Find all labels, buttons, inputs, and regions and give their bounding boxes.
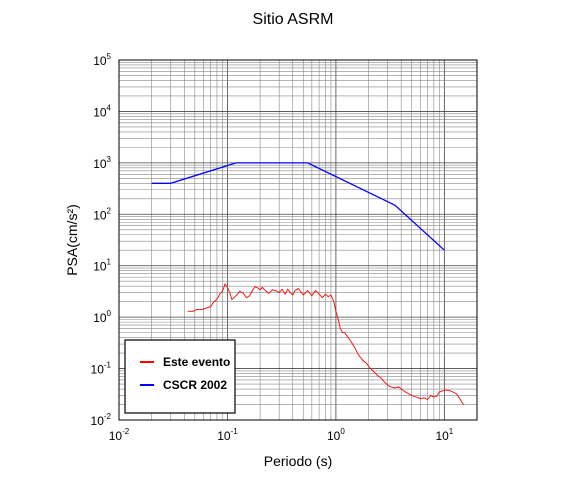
legend: Este evento CSCR 2002 bbox=[124, 339, 236, 414]
legend-box bbox=[124, 339, 236, 414]
series-line-0 bbox=[187, 283, 464, 405]
series-line-1 bbox=[151, 162, 445, 251]
x-tick-label: 100 bbox=[327, 427, 345, 443]
y-tick-label: 101 bbox=[93, 258, 111, 274]
y-tick-label: 103 bbox=[93, 155, 111, 171]
y-tick-label: 10-2 bbox=[91, 412, 112, 428]
chart-title: Sitio ASRM bbox=[253, 11, 334, 28]
legend-label-este-evento: Este evento bbox=[163, 355, 230, 369]
x-tick-label: 10-1 bbox=[217, 427, 238, 443]
legend-label-cscr-2002: CSCR 2002 bbox=[163, 378, 227, 392]
x-tick-label: 101 bbox=[435, 427, 453, 443]
x-axis-title: Periodo (s) bbox=[264, 453, 332, 469]
y-axis-title: PSA(cm/s²) bbox=[64, 204, 80, 276]
x-tick-label: 10-2 bbox=[109, 427, 130, 443]
y-tick-label: 104 bbox=[93, 103, 111, 119]
y-tick-label: 10-1 bbox=[91, 361, 112, 377]
tick-labels: 10-2 10-1 100 101 10-2 10-1 100 101 102 103 104 105 bbox=[91, 52, 454, 443]
y-tick-label: 100 bbox=[93, 309, 111, 325]
y-tick-label: 105 bbox=[93, 52, 111, 68]
series-layer bbox=[151, 162, 464, 405]
plot-frame bbox=[118, 59, 478, 421]
y-tick-label: 102 bbox=[93, 206, 111, 222]
